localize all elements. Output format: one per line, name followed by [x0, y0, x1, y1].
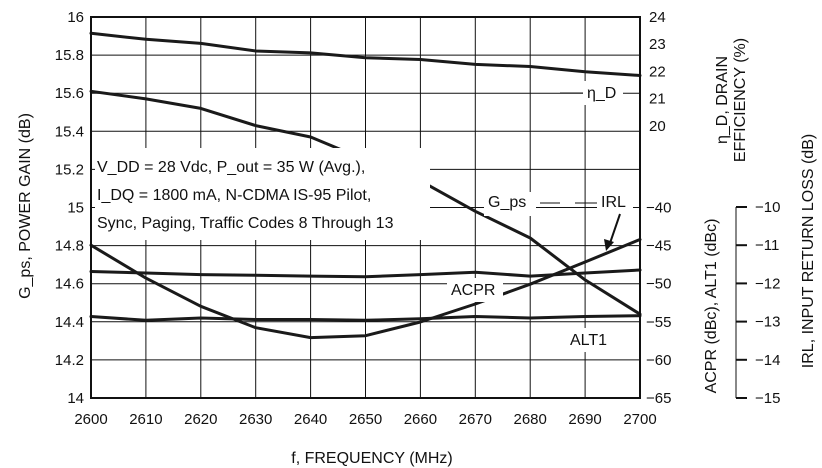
irl-arrow — [608, 213, 621, 247]
series-label-irl: IRL — [601, 194, 626, 211]
left-tick-label: 16 — [67, 9, 84, 26]
annotation-line-3: Sync, Paging, Traffic Codes 8 Through 13 — [97, 215, 394, 232]
efficiency-tick-label: 21 — [649, 91, 666, 108]
efficiency-axis-label-line1: η_D, DRAIN — [714, 56, 731, 144]
left-tick-label: 15.2 — [55, 161, 84, 178]
acpr-tick-label: −55 — [646, 314, 671, 331]
acpr-axis-label: ACPR (dBc), ALT1 (dBc) — [703, 219, 720, 394]
acpr-tick-label: −40 — [646, 200, 671, 217]
annotation: V_DD = 28 Vdc, P_out = 35 W (Avg.), I_DQ… — [95, 148, 430, 240]
acpr-line — [89, 268, 642, 279]
efficiency-axis-label-line2: EFFICIENCY (%) — [732, 38, 749, 162]
irl-tick-label: −14 — [755, 352, 780, 369]
efficiency-tick-label: 23 — [649, 36, 666, 53]
x-tick-label: 2630 — [239, 411, 272, 428]
series-label-acpr: ACPR — [451, 282, 495, 299]
series-label-alt1: ALT1 — [570, 332, 607, 349]
left-tick-label: 15.6 — [55, 85, 84, 102]
left-tick-label: 14.2 — [55, 352, 84, 369]
series-labels: η_D G_ps IRL ACPR ALT1 — [447, 81, 633, 352]
irl-line — [89, 238, 642, 340]
irl-tick-label: −11 — [755, 237, 779, 254]
acpr-tick-label: −65 — [646, 390, 671, 407]
efficiency-tick-label: 20 — [649, 118, 666, 135]
acpr-tick-label: −45 — [646, 238, 671, 255]
tick-labels: 2600 2610 2620 2630 2640 2650 2660 2670 2680 2690… — [55, 9, 781, 428]
acpr-tick-label: −50 — [646, 276, 671, 293]
series-label-gain: G_ps — [488, 194, 526, 211]
acpr-tick-label: −60 — [646, 352, 671, 369]
left-tick-label: 15.4 — [55, 123, 84, 140]
x-tick-label: 2660 — [404, 411, 437, 428]
x-tick-label: 2690 — [568, 411, 601, 428]
irl-tick-label: −12 — [755, 275, 780, 292]
left-tick-label: 14.6 — [55, 276, 84, 293]
annotation-line-1: V_DD = 28 Vdc, P_out = 35 W (Avg.), — [97, 159, 365, 176]
annotation-line-2: I_DQ = 1800 mA, N-CDMA IS-95 Pilot, — [97, 187, 371, 204]
irl-tick-label: −13 — [755, 314, 780, 331]
x-tick-label: 2700 — [623, 411, 656, 428]
efficiency-line — [89, 31, 642, 77]
efficiency-tick-label: 24 — [649, 9, 666, 26]
series-label-efficiency: η_D — [587, 85, 616, 102]
plot-frame — [90, 16, 641, 399]
x-tick-label: 2650 — [349, 411, 382, 428]
left-tick-label: 14.4 — [55, 314, 84, 331]
left-tick-label: 14.8 — [55, 238, 84, 255]
x-tick-label: 2640 — [294, 411, 327, 428]
left-tick-label: 15 — [67, 200, 84, 217]
x-axis-label: f, FREQUENCY (MHz) — [291, 450, 452, 467]
x-tick-label: 2600 — [74, 411, 107, 428]
efficiency-tick-label: 22 — [649, 63, 666, 80]
alt1-line — [89, 314, 642, 322]
irl-tick-label: −15 — [755, 390, 780, 407]
x-tick-label: 2680 — [514, 411, 547, 428]
irl-axis-label: IRL, INPUT RETURN LOSS (dB) — [800, 134, 817, 368]
irl-arrow-head — [604, 239, 614, 251]
left-axis-label: G_ps, POWER GAIN (dB) — [17, 113, 34, 299]
left-tick-label: 14 — [67, 390, 84, 407]
irl-tick-label: −10 — [755, 199, 780, 216]
left-tick-label: 15.8 — [55, 47, 84, 64]
x-tick-label: 2670 — [459, 411, 492, 428]
x-tick-label: 2620 — [184, 411, 217, 428]
x-tick-label: 2610 — [129, 411, 162, 428]
